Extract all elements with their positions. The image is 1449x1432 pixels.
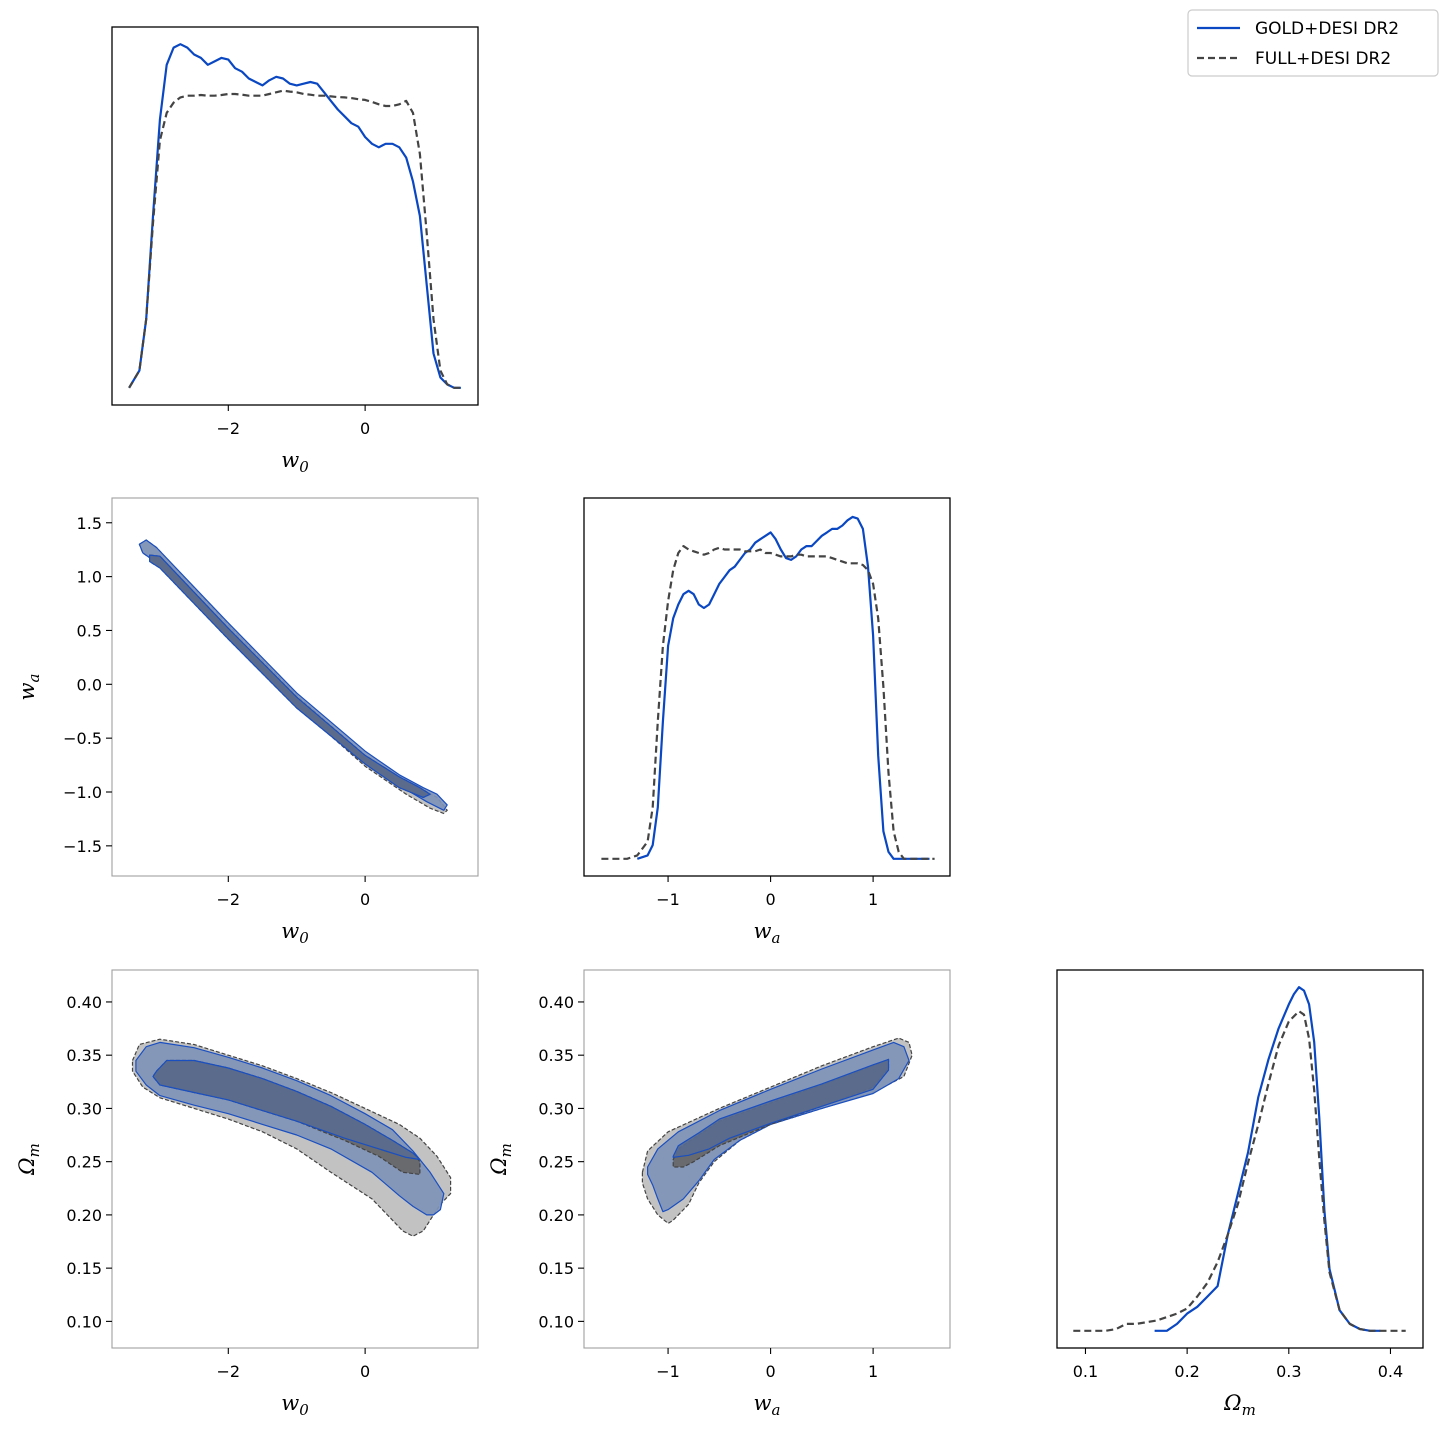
legend-box (1187, 9, 1439, 77)
marginal-curve (601, 545, 935, 860)
marginal-curve (1154, 986, 1381, 1332)
x-tick-label: −1 (656, 890, 680, 909)
axis-label-w0: w0 (281, 1391, 309, 1419)
plot-area (131, 1038, 452, 1237)
y-tick-label: 1.0 (77, 568, 102, 587)
x-tick-label: 0 (360, 890, 370, 909)
x-tick-label: 0.1 (1073, 1362, 1098, 1381)
y-tick-label: −1.5 (63, 837, 102, 856)
y-tick-label: 0.35 (538, 1046, 574, 1065)
y-tick-label: 0.10 (538, 1312, 574, 1331)
legend-label: GOLD+DESI DR2 (1255, 19, 1399, 39)
x-tick-label: −2 (217, 1362, 241, 1381)
y-tick-label: 0.15 (66, 1259, 102, 1278)
x-tick-label: 0.2 (1174, 1362, 1199, 1381)
x-tick-label: 0.3 (1276, 1362, 1301, 1381)
y-tick-label: 0.5 (77, 621, 102, 640)
plot-area (1073, 986, 1406, 1332)
y-tick-label: 0.0 (77, 675, 102, 694)
y-tick-label: −0.5 (63, 729, 102, 748)
x-tick-label: 0 (360, 419, 370, 438)
x-tick-label: −1 (656, 1362, 680, 1381)
axis-label-Om: Ωm (487, 1143, 515, 1176)
contour-68pct (149, 554, 431, 798)
axis-label-w0: w0 (281, 448, 309, 476)
axes-frame (111, 969, 479, 1349)
y-tick-label: 0.25 (538, 1153, 574, 1172)
plot-area (601, 515, 935, 860)
panel-wa_marginal: −1 0 1 wa (583, 497, 951, 947)
y-tick-label: 0.15 (538, 1259, 574, 1278)
y-tick-label: 0.35 (66, 1046, 102, 1065)
panel-wa_Om: −1 0 1 0.10 0.15 0.20 0.25 0.30 0.35 0.40 wa Ωm (487, 969, 951, 1419)
axes-frame (583, 969, 951, 1349)
x-tick-label: 0 (765, 1362, 775, 1381)
y-tick-label: 0.40 (538, 993, 574, 1012)
marginal-curve (128, 89, 461, 389)
marginal-curve (1073, 1010, 1406, 1332)
y-tick-label: 1.5 (77, 514, 102, 533)
y-tick-label: 0.25 (66, 1153, 102, 1172)
y-tick-label: 0.30 (538, 1099, 574, 1118)
axis-label-wa: wa (754, 1391, 781, 1419)
axes-frame (583, 497, 951, 877)
marginal-curve (636, 515, 930, 860)
marginal-curve (128, 43, 461, 389)
y-tick-label: −1.0 (63, 783, 102, 802)
panel-w0_marginal: −2 0 w0 (111, 26, 479, 476)
contour-68pct (672, 1058, 890, 1158)
y-tick-label: 0.10 (66, 1312, 102, 1331)
legend-label: FULL+DESI DR2 (1255, 49, 1391, 69)
axis-label-wa: wa (15, 674, 43, 701)
x-tick-label: 1 (868, 890, 878, 909)
plot-area (128, 43, 461, 389)
panel-w0_Om: −2 0 0.10 0.15 0.20 0.25 0.30 0.35 0.40 w0 Ωm (15, 969, 479, 1419)
x-tick-label: −2 (217, 890, 241, 909)
panel-w0_wa: −2 0 −1.5 −1.0 −0.5 0.0 0.5 1.0 1.5 w0 wa (15, 497, 479, 947)
contour-95pct (138, 539, 448, 811)
axes-frame (1056, 969, 1424, 1349)
x-tick-label: 0 (360, 1362, 370, 1381)
y-tick-label: 0.20 (66, 1206, 102, 1225)
x-tick-label: −2 (217, 419, 241, 438)
plot-area (138, 539, 448, 815)
y-tick-label: 0.40 (66, 993, 102, 1012)
axis-label-w0: w0 (281, 919, 309, 947)
x-tick-label: 0.4 (1378, 1362, 1403, 1381)
axis-label-Om: Ωm (15, 1143, 43, 1176)
panel-Om_marginal: 0.1 0.2 0.3 0.4 Ωm (1056, 969, 1424, 1419)
axis-label-Om: Ωm (1223, 1391, 1256, 1419)
axes-frame (111, 26, 479, 406)
x-tick-label: 0 (765, 890, 775, 909)
legend: GOLD+DESI DR2 FULL+DESI DR2 (1187, 9, 1439, 77)
contour-68pct (152, 1059, 421, 1161)
axes-frame (111, 497, 479, 877)
x-tick-label: 1 (868, 1362, 878, 1381)
axis-label-wa: wa (754, 919, 781, 947)
y-tick-label: 0.30 (66, 1099, 102, 1118)
plot-area (641, 1037, 913, 1224)
y-tick-label: 0.20 (538, 1206, 574, 1225)
